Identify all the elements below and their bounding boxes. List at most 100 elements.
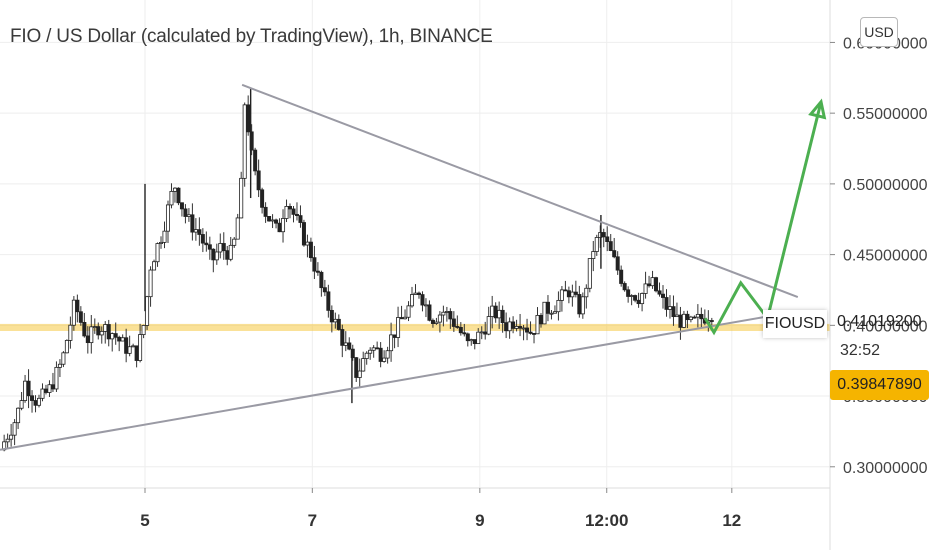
candle-body [465,333,470,342]
candle-body [43,388,48,393]
candle-body [500,309,505,324]
candle-body [483,331,488,335]
candle-body [176,187,181,204]
candle-body [291,208,296,215]
candle-body [333,318,338,323]
candle-body [507,321,512,332]
candle-body [580,296,585,315]
candle-body [172,187,177,192]
candle-body [497,309,502,319]
candle-body [678,314,683,328]
projection-arrow[interactable] [703,101,823,336]
candle-body [532,333,537,335]
candle-body [396,317,401,338]
time-axis: 5 7 9 12:00 12 [140,488,741,530]
candle-body [270,219,275,222]
candle-body [186,214,191,217]
trendline-upper[interactable] [241,83,799,298]
candle-body [695,313,700,318]
candle-body [667,306,672,310]
candle-body [521,327,526,330]
trendline-lower[interactable] [0,310,798,451]
candle-body [315,270,320,273]
candle-body [688,316,693,321]
candle-body [389,334,394,352]
candle-body [319,271,324,289]
candle-body [322,287,327,293]
candle-body [312,257,317,272]
candle-body [267,216,272,222]
candle-body [61,352,66,365]
candle-body [643,283,648,294]
time-tick-label: 12:00 [585,511,628,530]
candle-body [619,269,624,284]
candle-body [305,241,310,246]
symbol-label: FIOUSD [763,310,827,338]
candle-body [681,313,686,328]
candle-body [85,335,90,344]
candle-body [9,434,14,440]
candle-body [542,301,547,325]
candle-body [399,317,404,320]
candle-body [430,319,435,324]
candle-body [622,283,627,291]
candle-body [204,242,209,246]
price-tag: 0.39847890 [830,370,929,400]
candle-body [239,177,244,219]
candle-body [605,236,610,242]
candle-body [472,339,477,345]
candle-body [82,321,87,337]
candle-body [40,388,45,399]
candle-body [5,438,10,443]
candle-body [96,326,101,336]
candle-body [308,241,313,259]
candle-body [594,237,599,252]
candle-body [110,333,115,340]
candle-body [392,334,397,338]
candle-body [479,331,484,334]
candle-body [410,294,415,307]
candle-body [246,104,251,133]
grid-lines [0,0,830,488]
candle-body [699,313,704,320]
candle-body [214,251,219,261]
candle-body [162,230,167,243]
candle-body [427,304,432,321]
candle-body [225,250,230,260]
candle-body [218,243,223,253]
candle-body [99,330,104,336]
candle-body [57,363,62,368]
price-tick-label: 0.30000000 [843,460,928,477]
candle-body [441,311,446,316]
candle-body [640,293,645,305]
candle-body [671,306,676,318]
candle-body [71,299,76,326]
candle-body [685,313,690,321]
candle-body [179,202,184,210]
candle-body [476,331,481,345]
candle-body [434,321,439,324]
candle-body [647,283,652,287]
candle-body [378,347,383,362]
candle-body [281,218,286,233]
candle-body [584,287,589,298]
candle-body [587,258,592,289]
candle-body [368,349,373,354]
candle-body [636,299,641,305]
candle-body [570,291,575,298]
candle-body [294,213,299,217]
candle-body [256,170,261,191]
candle-body [566,290,571,298]
candle-body [514,326,519,329]
candle-body [190,214,195,233]
candle-body [629,295,634,297]
candle-body [50,384,55,390]
candle-body [124,337,129,354]
candle-body [563,289,568,292]
candle-body [207,244,212,250]
candle-body [420,294,425,306]
candle-body [131,345,136,348]
currency-button[interactable]: USD [860,17,898,47]
candle-body [260,189,265,208]
